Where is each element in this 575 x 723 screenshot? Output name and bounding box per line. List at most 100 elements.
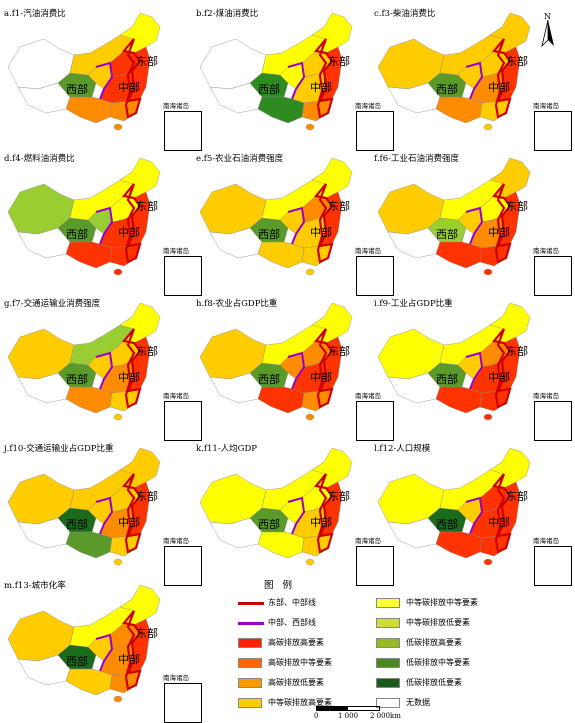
panel-title: i.f9-工业占GDP比重 <box>374 299 453 309</box>
central-west-boundary-line <box>95 206 114 245</box>
region-label-west: 西部 <box>436 82 458 96</box>
panel-title: l.f12-人口规模 <box>374 444 431 454</box>
south-china-sea-inset: 南海诸岛 <box>163 102 202 151</box>
hainan-island <box>305 123 315 131</box>
east-central-boundary-line <box>121 38 142 119</box>
map-panel-m: m.f13-城市化率 西部 东部 中部 南海诸岛 <box>0 577 202 723</box>
legend-swatch <box>238 658 262 668</box>
scale-tick: 0 <box>314 712 319 720</box>
region-label-east: 东部 <box>506 489 528 503</box>
map-panel-i: i.f9-工业占GDP比重 西部 东部 中部 南海诸岛 <box>370 295 572 441</box>
legend-swatch <box>376 678 400 688</box>
inset-title: 南海诸岛 <box>533 247 559 255</box>
region-label-east: 东部 <box>136 54 158 68</box>
region-label-west: 西部 <box>66 227 88 241</box>
hainan-island <box>113 558 123 566</box>
panel-title: j.f10-交通运输业占GDP比重 <box>4 444 114 454</box>
south-china-sea-inset: 南海诸岛 <box>163 392 202 441</box>
province-region-southwest <box>257 241 305 269</box>
panel-title: g.f7-交通运输业消费强度 <box>4 299 101 309</box>
map-panel-k: k.f11-人均GDP 西部 东部 中部 南海诸岛 <box>192 440 394 586</box>
region-label-west: 西部 <box>258 227 280 241</box>
legend: 图 例 东部、中部线 中部、西部线 高碳排放高要素 高碳排放中等要素 高碳排放低… <box>238 577 568 723</box>
east-central-boundary-line <box>121 183 142 264</box>
inset-title: 南海诸岛 <box>533 537 559 545</box>
inset-title: 南海诸岛 <box>355 392 381 400</box>
central-west-boundary-line <box>287 496 306 535</box>
region-label-central: 中部 <box>118 370 140 384</box>
map-panel-h: h.f8-农业占GDP比重 西部 东部 中部 南海诸岛 <box>192 295 394 441</box>
province-region-southwest <box>65 668 113 696</box>
south-china-sea-inset: 南海诸岛 <box>533 102 572 151</box>
province-region-southwest <box>435 531 483 559</box>
legend-label: 高碳排放中等要素 <box>268 658 332 667</box>
region-label-east: 东部 <box>136 199 158 213</box>
central-west-boundary-line <box>287 61 306 100</box>
legend-label: 低碳排放中等要素 <box>406 658 470 667</box>
region-label-central: 中部 <box>488 515 510 529</box>
inset-title: 南海诸岛 <box>163 537 189 545</box>
south-china-sea-inset: 南海诸岛 <box>355 102 394 151</box>
panel-title: b.f2-煤油消费比 <box>196 9 259 19</box>
legend-label: 中等碳排放中等要素 <box>406 598 478 607</box>
inset-title: 南海诸岛 <box>355 537 381 545</box>
east-central-boundary-line <box>121 473 142 554</box>
region-label-west: 西部 <box>436 227 458 241</box>
hainan-island <box>305 558 315 566</box>
central-west-boundary-line <box>95 351 114 390</box>
province-region-southwest <box>435 241 483 269</box>
legend-swatch <box>376 598 400 608</box>
central-west-boundary-line <box>287 351 306 390</box>
province-region-southwest <box>257 96 305 124</box>
region-label-east: 东部 <box>136 489 158 503</box>
east-central-boundary-line <box>121 328 142 409</box>
south-china-sea-inset: 南海诸岛 <box>533 537 572 586</box>
panel-title: e.f5-农业石油消费强度 <box>196 154 284 164</box>
hainan-island <box>113 413 123 421</box>
east-central-boundary-line <box>491 473 512 554</box>
region-label-west: 西部 <box>66 82 88 96</box>
region-label-west: 西部 <box>66 654 88 668</box>
panel-title: c.f3-柴油消费比 <box>374 9 436 19</box>
hainan-island <box>305 413 315 421</box>
map-panel-c: c.f3-柴油消费比 西部 东部 中部 南海诸岛 <box>370 5 572 151</box>
region-label-east: 东部 <box>328 489 350 503</box>
legend-swatch <box>238 638 262 648</box>
central-west-boundary-line <box>95 633 114 672</box>
legend-label: 东部、中部线 <box>268 598 316 607</box>
map-panel-a: a.f1-汽油消费比 西部 东部 中部 南海诸岛 <box>0 5 202 151</box>
region-label-central: 中部 <box>310 225 332 239</box>
legend-title: 图 例 <box>264 580 296 591</box>
central-west-boundary-line <box>465 206 484 245</box>
east-central-boundary-line <box>491 183 512 264</box>
region-label-east: 东部 <box>506 54 528 68</box>
province-region-southwest <box>65 96 113 124</box>
east-central-boundary-line <box>121 610 142 691</box>
south-china-sea-inset: 南海诸岛 <box>355 537 394 586</box>
legend-label: 高碳排放高要素 <box>268 638 324 647</box>
south-china-sea-inset: 南海诸岛 <box>355 247 394 296</box>
north-arrow-icon: N <box>540 12 556 48</box>
region-label-east: 东部 <box>506 344 528 358</box>
legend-swatch <box>376 618 400 628</box>
region-label-west: 西部 <box>436 372 458 386</box>
hainan-island <box>483 268 493 276</box>
legend-label: 中等碳排放高要素 <box>268 698 332 707</box>
east-central-boundary-line <box>491 328 512 409</box>
inset-title: 南海诸岛 <box>163 392 189 400</box>
hainan-island <box>113 695 123 703</box>
province-region-southwest <box>65 386 113 414</box>
region-label-central: 中部 <box>310 80 332 94</box>
map-panel-j: j.f10-交通运输业占GDP比重 西部 东部 中部 南海诸岛 <box>0 440 202 586</box>
region-label-west: 西部 <box>258 372 280 386</box>
region-label-central: 中部 <box>310 370 332 384</box>
legend-label: 中部、西部线 <box>268 618 316 627</box>
hainan-island <box>305 268 315 276</box>
